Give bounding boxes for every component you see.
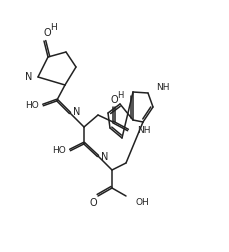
Text: OH: OH [135, 199, 149, 207]
Text: HO: HO [25, 102, 39, 110]
Text: NH: NH [155, 83, 169, 92]
Text: O: O [43, 28, 51, 38]
Text: H: H [116, 90, 123, 100]
Text: N: N [25, 72, 33, 82]
Text: O: O [89, 198, 96, 208]
Text: O: O [110, 95, 117, 105]
Text: NH: NH [136, 127, 150, 136]
Text: N: N [101, 152, 108, 162]
Text: HO: HO [52, 146, 65, 155]
Text: N: N [73, 107, 80, 117]
Text: H: H [50, 22, 57, 32]
